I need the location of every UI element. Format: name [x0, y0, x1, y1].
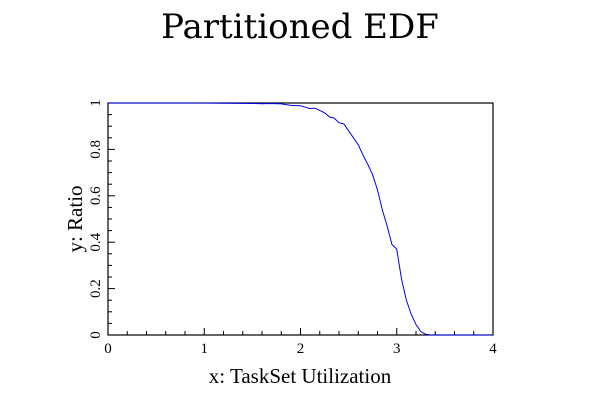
x-axis-label: x: TaskSet Utilization	[209, 364, 392, 388]
x-tick-label: 0	[104, 341, 112, 357]
y-tick-label: 0.8	[88, 140, 104, 159]
y-axis: 0 0.2 0.4 0.6 0.8 1	[88, 99, 115, 339]
x-tick-label: 4	[489, 341, 497, 357]
y-tick-label: 0	[88, 331, 104, 339]
y-tick-label: 0.4	[88, 232, 104, 251]
x-tick-label: 2	[297, 341, 305, 357]
y-tick-label: 1	[88, 99, 104, 107]
y-axis-label: y: Ratio	[63, 185, 87, 252]
y-tick-label: 0.2	[88, 279, 104, 298]
x-tick-label: 3	[393, 341, 401, 357]
x-tick-label: 1	[201, 341, 209, 357]
series-line	[108, 102, 493, 336]
plot-area: 0 1 2 3 4 0 0.2 0.4 0.6 0.8 1	[88, 99, 497, 357]
x-axis: 0 1 2 3 4	[104, 328, 497, 357]
y-tick-label: 0.6	[88, 186, 104, 205]
chart-title: Partitioned EDF	[161, 7, 439, 47]
plot-frame	[107, 102, 494, 336]
